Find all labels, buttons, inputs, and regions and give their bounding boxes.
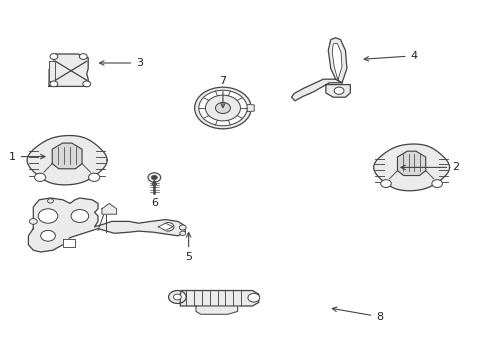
Polygon shape (328, 38, 347, 83)
Text: 3: 3 (99, 58, 143, 68)
Text: 1: 1 (9, 152, 45, 162)
Polygon shape (180, 291, 259, 306)
Circle shape (89, 173, 100, 181)
Circle shape (29, 219, 37, 224)
Polygon shape (397, 151, 426, 175)
Text: 4: 4 (364, 51, 417, 61)
Polygon shape (158, 223, 173, 230)
Polygon shape (332, 43, 342, 79)
Polygon shape (326, 85, 350, 97)
Polygon shape (27, 135, 107, 185)
Text: 8: 8 (332, 307, 383, 322)
Text: 5: 5 (185, 233, 192, 262)
Circle shape (248, 293, 260, 302)
Circle shape (216, 103, 230, 113)
Polygon shape (374, 144, 449, 191)
Circle shape (148, 173, 161, 182)
Circle shape (199, 90, 247, 126)
Circle shape (381, 180, 392, 188)
Circle shape (162, 222, 174, 231)
Text: 2: 2 (401, 162, 459, 172)
Polygon shape (63, 239, 75, 247)
Circle shape (169, 291, 186, 303)
Polygon shape (292, 79, 342, 101)
Circle shape (432, 180, 442, 188)
Circle shape (38, 209, 58, 223)
Polygon shape (196, 306, 238, 314)
Polygon shape (102, 203, 117, 214)
Circle shape (180, 231, 186, 235)
Circle shape (50, 54, 58, 59)
Circle shape (173, 294, 181, 300)
Circle shape (79, 54, 87, 59)
Circle shape (205, 95, 241, 121)
Circle shape (41, 230, 55, 241)
Circle shape (48, 199, 53, 203)
Circle shape (34, 173, 46, 181)
Circle shape (151, 175, 157, 180)
Polygon shape (49, 61, 55, 81)
Circle shape (334, 87, 344, 94)
Text: 6: 6 (151, 180, 158, 208)
Polygon shape (52, 143, 82, 169)
Polygon shape (49, 54, 88, 86)
Circle shape (71, 210, 89, 222)
Circle shape (50, 81, 58, 87)
Circle shape (195, 87, 251, 129)
Polygon shape (247, 104, 254, 112)
Circle shape (83, 81, 91, 87)
Circle shape (179, 225, 186, 230)
Text: 7: 7 (220, 76, 226, 108)
Polygon shape (28, 198, 185, 252)
